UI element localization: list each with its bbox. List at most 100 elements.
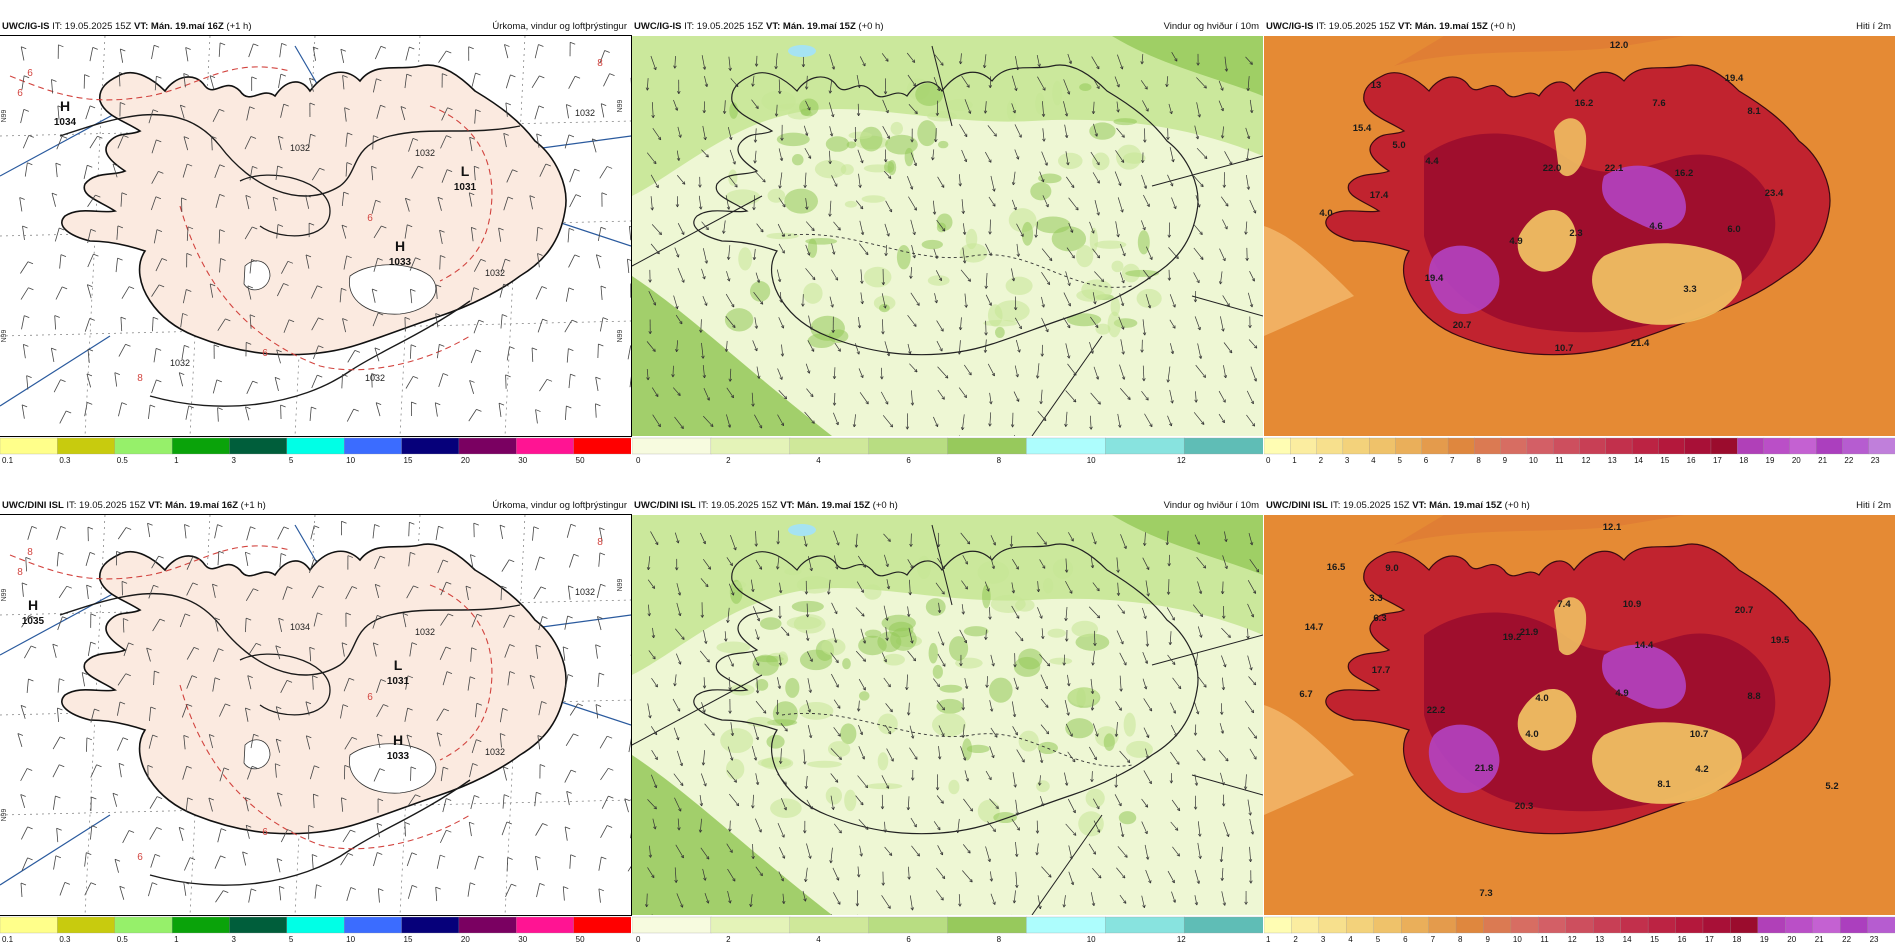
wind-barb-flag: [193, 647, 200, 650]
wind-arrow-head: [804, 86, 809, 90]
wind-barb-shaft: [503, 614, 510, 628]
wind-barb-flag: [529, 195, 535, 198]
wind-barb-flag: [406, 734, 413, 738]
colorbar-swatch: [1183, 437, 1263, 455]
wind-arrow-head: [809, 806, 813, 810]
wind-barb-shaft: [505, 374, 507, 389]
wind-arrow-shaft: [860, 628, 866, 644]
wind-barb-shaft: [21, 315, 25, 330]
precip-colorbar: 0.1 0.3 0.5 1 3 5 10 15 20 30 50: [0, 916, 631, 944]
wind-arrow-head: [728, 900, 732, 904]
wind-arrow-head: [1121, 351, 1125, 355]
wind-arrow-head: [777, 278, 782, 283]
wind-arrow-head: [704, 302, 708, 306]
wind-arrow-head: [1176, 807, 1181, 812]
wind-arrow: [1145, 748, 1150, 759]
wind-barb: [595, 403, 601, 418]
colorbar-tick-label: 17: [1713, 456, 1722, 465]
wind-barb: [499, 708, 508, 723]
wind-barb: [148, 734, 158, 749]
wind-arrow-shaft: [859, 845, 863, 857]
wind-barb-flag: [435, 402, 441, 406]
wind-arrow-head: [673, 683, 677, 687]
wind-barb: [311, 854, 318, 869]
wind-arrow-shaft: [1092, 582, 1100, 592]
wind-barb: [372, 135, 379, 150]
wind-barb-flag: [442, 73, 448, 77]
wind-barb: [114, 858, 121, 873]
wind-arrow-shaft: [1140, 80, 1148, 90]
wind-barb-flag: [277, 165, 283, 169]
wind-arrow-shaft: [957, 818, 960, 833]
colorbar-swatch: [1631, 437, 1660, 455]
wind-barb: [409, 642, 418, 657]
wind-arrow: [727, 746, 734, 761]
wind-speed-patch: [1068, 687, 1099, 706]
wind-barb-flag: [447, 107, 453, 111]
wind-barb-shaft: [274, 377, 279, 392]
wind-arrow-head: [1250, 709, 1255, 714]
wind-arrow-head: [1049, 257, 1053, 262]
wind-colorbar: 0 2 4 6 8 10 12: [632, 916, 1263, 944]
wind-arrow-head: [1093, 541, 1097, 545]
wind-barb: [568, 373, 576, 389]
wind-barb-shaft: [244, 226, 253, 240]
wind-arrow-head: [783, 807, 787, 811]
wind-arrow-shaft: [1012, 772, 1016, 788]
wind-arrow-head: [1064, 617, 1068, 622]
colorbar-tick-label: 30: [518, 935, 527, 944]
wind-barb-shaft: [245, 707, 249, 722]
wind-barb: [214, 855, 226, 869]
wind-barb-shaft: [277, 792, 282, 807]
wind-arrow-head: [706, 659, 710, 663]
panel-title: Vindur og hviður í 10m: [1163, 500, 1259, 511]
wind-barb: [595, 704, 602, 719]
temperature-value-label: 10.7: [1690, 729, 1709, 740]
wind-barb-shaft: [404, 822, 406, 837]
wind-barb: [311, 317, 324, 331]
wind-barb-shaft: [87, 194, 96, 207]
wind-barb: [376, 104, 386, 119]
wind-barb-shaft: [218, 229, 221, 244]
wind-barb-flag: [218, 648, 224, 652]
wind-arrow: [907, 175, 914, 190]
wind-arrow: [831, 602, 838, 615]
wind-arrow-head: [988, 231, 992, 235]
wind-barb-shaft: [278, 618, 283, 633]
wind-barb-flag: [542, 823, 548, 826]
wind-barb-flag: [344, 764, 350, 768]
colorbar-tick-label: 4: [816, 456, 821, 465]
wind-arrow-head: [1014, 87, 1018, 91]
wind-arrow-head: [755, 736, 760, 741]
wind-barb-shaft: [153, 348, 157, 363]
isobar-label: 1032: [415, 148, 435, 158]
wind-arrow-shaft: [961, 75, 970, 88]
wind-arrow-shaft: [750, 894, 753, 907]
wind-barb: [569, 194, 582, 208]
wind-barb-shaft: [183, 136, 189, 151]
wind-speed-patch: [1126, 740, 1153, 758]
wind-arrow: [990, 654, 995, 667]
wind-barb-flag: [184, 345, 190, 348]
wind-arrow-head: [887, 175, 892, 179]
wind-barb-flag: [220, 855, 226, 859]
wind-barb: [405, 675, 414, 690]
wind-arrow: [910, 817, 917, 828]
wind-barb: [341, 374, 348, 389]
wind-barb: [214, 164, 225, 178]
wind-barb-shaft: [83, 165, 88, 179]
wind-arrow-head: [1166, 379, 1170, 383]
wind-arrow: [858, 724, 864, 736]
wind-barb: [86, 737, 93, 752]
wind-barb: [375, 402, 382, 417]
wind-barb-shaft: [601, 795, 609, 809]
wind-arrow: [726, 770, 737, 783]
wind-barb: [569, 703, 583, 716]
wind-barb: [248, 888, 257, 903]
wind-arrow-head: [1096, 212, 1100, 216]
wind-barb: [406, 852, 417, 867]
wind-arrow: [936, 795, 944, 804]
wind-barb-shaft: [473, 319, 480, 334]
wind-speed-patch: [928, 642, 938, 664]
